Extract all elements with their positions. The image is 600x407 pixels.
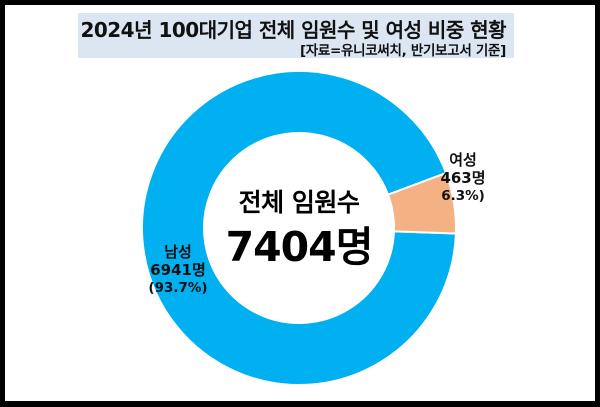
center-total-label: 전체 임원수 bbox=[238, 188, 360, 217]
donut-slice-female bbox=[386, 171, 457, 235]
female-percent: 6.3%) bbox=[441, 188, 485, 204]
male-name: 남성 bbox=[164, 243, 192, 261]
male-data-label: 남성 6941명 (93.7%) bbox=[146, 243, 210, 297]
female-data-label: 여성 463명 6.3%) bbox=[436, 151, 490, 205]
male-count: 6941명 bbox=[150, 261, 206, 279]
male-percent: (93.7%) bbox=[148, 280, 208, 296]
donut-slice-male bbox=[141, 70, 457, 386]
female-count: 463명 bbox=[440, 169, 486, 187]
chart-source: [자료=유니코써치, 반기보고서 기준] bbox=[299, 43, 506, 59]
center-total-value: 7404명 bbox=[225, 223, 374, 271]
chart-title: 2024년 100대기업 전체 임원수 및 여성 비중 현황 bbox=[80, 18, 506, 42]
title-box: 2024년 100대기업 전체 임원수 및 여성 비중 현황 [자료=유니코써치… bbox=[78, 13, 514, 59]
female-name: 여성 bbox=[449, 151, 477, 169]
